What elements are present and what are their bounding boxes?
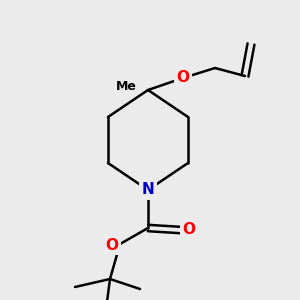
Text: N: N xyxy=(142,182,154,197)
Text: Me: Me xyxy=(116,80,136,92)
Text: O: O xyxy=(182,223,196,238)
Text: O: O xyxy=(176,70,190,86)
Text: O: O xyxy=(106,238,118,253)
